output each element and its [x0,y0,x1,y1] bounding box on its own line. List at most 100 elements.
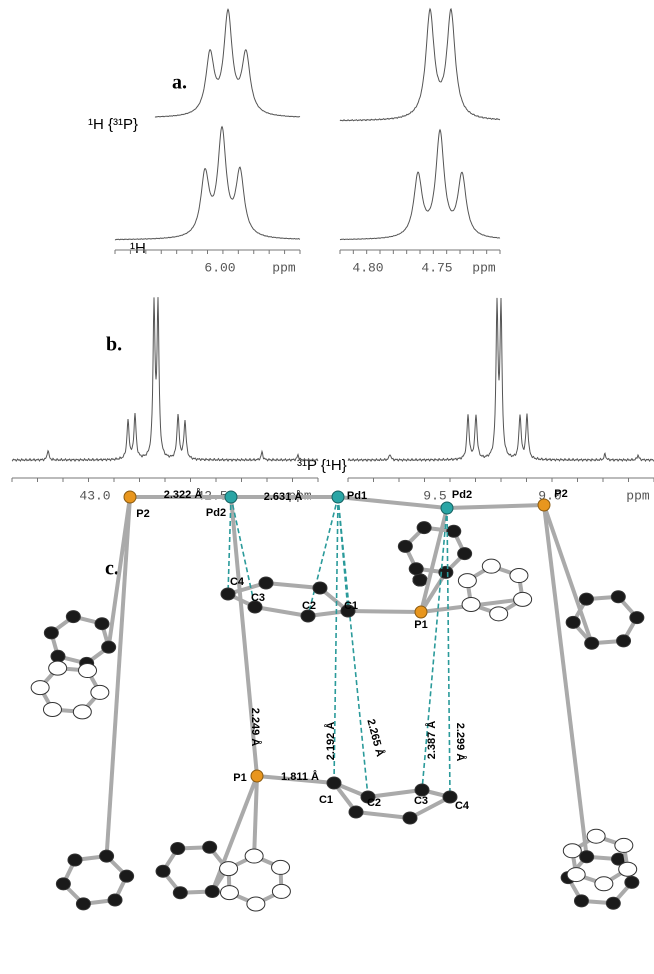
atom-label: P2 [554,488,567,500]
atom-ellipsoid [461,596,481,612]
spectrum-trace [347,297,654,463]
bond-distance: 2.192 Å [324,722,337,761]
phosphorus-atom [250,769,264,783]
bond [229,496,259,777]
atom-ellipsoid [99,849,115,863]
atom-label: P1 [414,619,427,631]
atom-ellipsoid [509,568,529,584]
atom-ellipsoid [90,684,110,700]
contact [446,507,451,798]
contact [421,507,448,791]
tick-label: ppm [272,260,296,275]
atom-ellipsoid [489,606,509,622]
atom-ellipsoid [562,843,582,859]
contact [230,496,256,608]
spectrum-trace [11,297,319,463]
atom-ellipsoid [67,853,83,867]
trace-label: ¹H [130,240,146,257]
atom-label: P2 [136,508,149,520]
atom-label: C4 [455,800,470,812]
atom-ellipsoid [101,640,117,654]
atom-ellipsoid [271,859,291,875]
contact [307,496,339,617]
atom-ellipsoid [48,660,68,676]
atom-ellipsoid [55,877,71,891]
palladium-atom [440,501,454,515]
atom-ellipsoid [172,886,188,900]
bond [542,504,589,857]
atom-label: P1 [233,772,246,784]
spectrum-trace [339,7,501,122]
bond [347,609,422,614]
atom-label: C4 [230,576,245,588]
bond [419,571,448,614]
panel-label: c. [105,558,119,580]
atom-label: C3 [414,795,428,807]
atom-ellipsoid [513,591,533,607]
contact [337,496,369,798]
atom-ellipsoid [220,587,236,601]
tick-label: 4.80 [352,260,383,275]
tick-label: ppm [626,488,650,503]
bond [104,496,132,857]
atom-ellipsoid [119,869,135,883]
atom-ellipsoid [43,626,59,640]
bond [419,507,449,613]
bond-distance: 2.265 Å [364,718,387,759]
tick-label: ppm [472,260,496,275]
atom-label: Pd1 [347,490,367,502]
atom-ellipsoid [624,875,640,889]
bond [256,774,335,785]
atom-ellipsoid [247,600,263,614]
atom-ellipsoid [481,558,501,574]
atom-ellipsoid [78,663,98,679]
palladium-atom [331,490,345,504]
atom-ellipsoid [219,885,239,901]
bond [265,581,321,590]
atom-label: C2 [367,797,381,809]
atom-ellipsoid [579,850,595,864]
atom-ellipsoid [412,573,428,587]
tick-label: 43.0 [79,488,110,503]
atom-label: Pd2 [452,489,472,501]
spectrum-trace [154,8,301,118]
atom-ellipsoid [155,864,171,878]
atom-ellipsoid [565,615,581,629]
tick-label: 6.00 [204,260,235,275]
panel-label: b. [106,334,122,356]
atom-ellipsoid [72,704,92,720]
atom-ellipsoid [244,848,264,864]
atom-ellipsoid [457,573,477,589]
atom-ellipsoid [300,609,316,623]
atom-ellipsoid [566,867,586,883]
tick-label: 4.75 [421,260,452,275]
atom-label: C1 [344,600,358,612]
atom-label: C3 [251,592,265,604]
atom-ellipsoid [584,636,600,650]
bond-distance: 2.249 Å [249,708,262,747]
atom-label: C2 [302,600,316,612]
atom-ellipsoid [340,604,356,618]
spectrum-trace [114,125,301,241]
atom-ellipsoid [629,611,645,625]
palladium-atom [224,490,238,504]
atom-ellipsoid [416,521,432,535]
bond-distance: 2.387 Å [425,721,438,760]
atom-ellipsoid [578,592,594,606]
bond [409,795,451,820]
bond [210,775,259,893]
bond [367,788,423,799]
trace-label: ³¹P {¹H} [297,457,347,474]
atom-ellipsoid [408,562,424,576]
atom-ellipsoid [618,861,638,877]
atom-ellipsoid [170,841,186,855]
atom-ellipsoid [614,837,634,853]
atom-label: C1 [319,794,333,806]
atom-ellipsoid [246,896,266,912]
bond-distance: 2.322 Å [164,488,203,501]
atom-ellipsoid [360,790,376,804]
atom-ellipsoid [204,885,220,899]
atom-ellipsoid [457,547,473,561]
atom-ellipsoid [30,680,50,696]
